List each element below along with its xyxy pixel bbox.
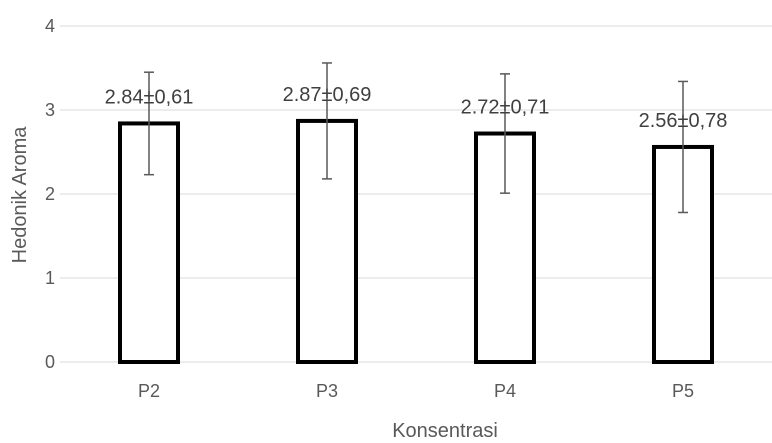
y-tick-label: 2 [45, 184, 55, 204]
x-tick-label: P4 [494, 381, 516, 401]
x-tick-label: P2 [138, 381, 160, 401]
y-tick-label: 3 [45, 100, 55, 120]
data-label: 2.72±0,71 [461, 97, 550, 119]
x-tick-label: P3 [316, 381, 338, 401]
data-label: 2.84±0,61 [105, 86, 194, 108]
x-tick-label: P5 [672, 381, 694, 401]
data-labels: 2.84±0,61 2.87±0,69 2.72±0,71 2.56±0,78 [105, 84, 728, 132]
x-axis-title: Konsentrasi [392, 420, 498, 442]
error-bars [144, 62, 688, 214]
data-label: 2.87±0,69 [283, 84, 372, 106]
y-axis-ticks: 0 1 2 3 4 [45, 16, 55, 372]
bars [118, 118, 714, 364]
y-tick-label: 4 [45, 16, 55, 36]
y-tick-label: 0 [45, 352, 55, 372]
x-axis-ticks: P2 P3 P4 P5 [138, 381, 694, 401]
y-axis-title: Hedonik Aroma [9, 126, 31, 264]
data-label: 2.56±0,78 [639, 110, 728, 132]
y-tick-label: 1 [45, 268, 55, 288]
bar [296, 118, 358, 364]
